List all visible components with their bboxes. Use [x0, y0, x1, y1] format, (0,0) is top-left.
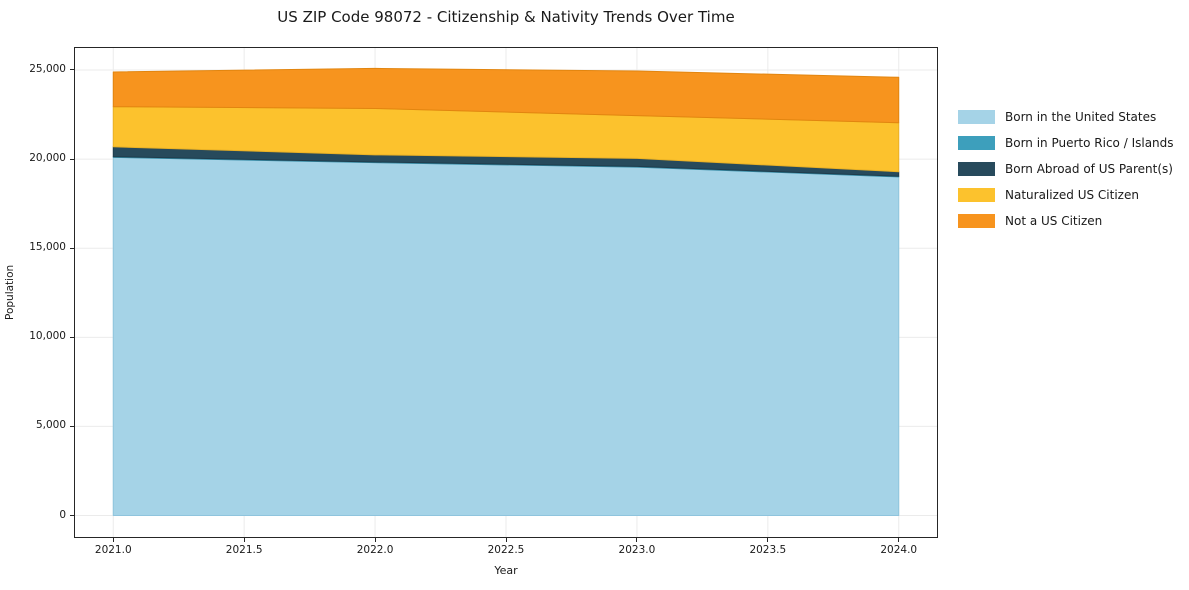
x-tick-label: 2022.5 — [487, 544, 525, 556]
x-tick-mark — [636, 538, 638, 542]
legend-label: Naturalized US Citizen — [1005, 188, 1139, 202]
y-tick-mark — [70, 247, 74, 249]
y-tick-mark — [70, 515, 74, 517]
x-tick-label: 2023.0 — [618, 544, 656, 556]
y-tick-mark — [70, 425, 74, 427]
y-tick-label: 0 — [59, 508, 66, 521]
plot-area — [74, 47, 938, 538]
y-tick-label: 20,000 — [29, 152, 66, 165]
y-tick-label: 15,000 — [29, 241, 66, 254]
legend-item-2: Born Abroad of US Parent(s) — [958, 156, 1174, 182]
x-tick-mark — [243, 538, 245, 542]
y-tick-mark — [70, 336, 74, 338]
legend-item-3: Naturalized US Citizen — [958, 182, 1174, 208]
x-tick-label: 2023.5 — [749, 544, 787, 556]
x-tick-label: 2021.5 — [225, 544, 263, 556]
legend-swatch — [958, 188, 995, 202]
y-tick-label: 25,000 — [29, 62, 66, 75]
y-tick-mark — [70, 158, 74, 160]
x-tick-label: 2021.0 — [94, 544, 132, 556]
x-tick-mark — [505, 538, 507, 542]
legend-swatch — [958, 110, 995, 124]
plot-frame — [74, 47, 938, 538]
legend-swatch — [958, 136, 995, 150]
x-tick-mark — [767, 538, 769, 542]
stacked-area-chart — [74, 47, 938, 538]
legend-item-0: Born in the United States — [958, 104, 1174, 130]
legend-label: Born Abroad of US Parent(s) — [1005, 162, 1173, 176]
y-tick-mark — [70, 69, 74, 71]
x-tick-mark — [112, 538, 114, 542]
legend-label: Born in the United States — [1005, 110, 1157, 124]
area-series-0 — [112, 156, 900, 517]
area-series-4 — [112, 67, 900, 124]
legend-item-4: Not a US Citizen — [958, 208, 1174, 234]
x-tick-mark — [374, 538, 376, 542]
x-tick-label: 2024.0 — [880, 544, 918, 556]
y-axis-label: Population — [4, 264, 16, 321]
legend: Born in the United States Born in Puerto … — [958, 104, 1174, 234]
y-tick-label: 10,000 — [29, 330, 66, 343]
legend-swatch — [958, 162, 995, 176]
x-tick-mark — [898, 538, 900, 542]
legend-label: Born in Puerto Rico / Islands — [1005, 136, 1174, 150]
x-axis-label: Year — [494, 564, 518, 577]
legend-label: Not a US Citizen — [1005, 214, 1103, 228]
legend-swatch — [958, 214, 995, 228]
chart-title: US ZIP Code 98072 - Citizenship & Nativi… — [277, 8, 735, 26]
legend-item-1: Born in Puerto Rico / Islands — [958, 130, 1174, 156]
x-tick-label: 2022.0 — [356, 544, 394, 556]
y-tick-label: 5,000 — [35, 419, 66, 432]
